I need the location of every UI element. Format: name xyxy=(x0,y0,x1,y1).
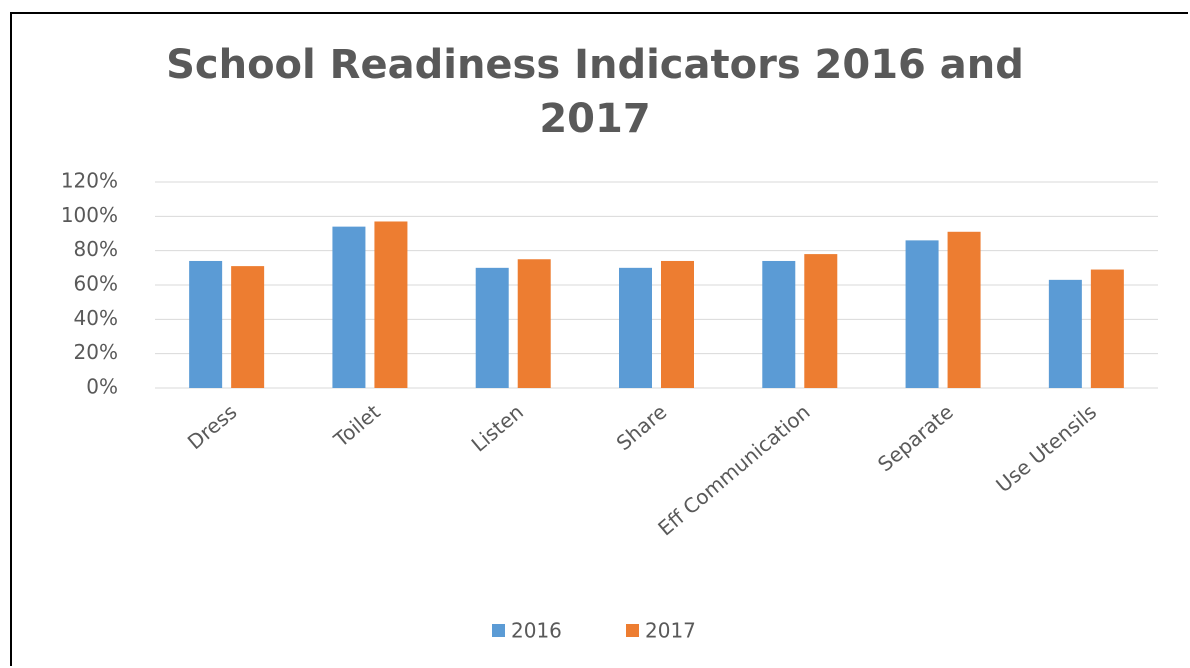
frame xyxy=(10,12,1188,666)
bar xyxy=(332,226,366,388)
y-tick-label: 60% xyxy=(74,272,118,296)
x-tick-label: Dress xyxy=(183,400,242,455)
y-tick-label: 100% xyxy=(61,203,118,227)
bar xyxy=(762,260,796,388)
y-tick-label: 80% xyxy=(74,237,118,261)
chart-title: School Readiness Indicators 2016 and 201… xyxy=(166,42,1024,142)
bar xyxy=(947,231,981,388)
bar xyxy=(1048,279,1082,388)
y-tick-label: 20% xyxy=(74,340,118,364)
y-tick-label: 40% xyxy=(74,306,118,330)
bar xyxy=(189,260,223,388)
bar xyxy=(1090,269,1124,388)
x-tick-label: Use Utensils xyxy=(991,400,1101,498)
legend-swatch xyxy=(626,624,639,637)
bar xyxy=(475,267,509,388)
legend-label: 2016 xyxy=(511,619,562,643)
bar xyxy=(231,266,265,388)
legend-label: 2017 xyxy=(645,619,696,643)
x-tick-label: Eff Communication xyxy=(653,400,814,541)
x-tick-label: Toilet xyxy=(328,400,384,453)
bar xyxy=(517,259,551,388)
bar xyxy=(661,260,694,388)
x-tick-label: Listen xyxy=(467,400,528,457)
x-tick-label: Separate xyxy=(873,400,958,477)
y-tick-label: 120% xyxy=(61,169,118,193)
bar xyxy=(905,240,939,388)
x-tick-label: Share xyxy=(612,400,672,455)
bar xyxy=(374,221,408,388)
y-tick-label: 0% xyxy=(86,375,118,399)
legend-swatch xyxy=(492,624,505,637)
bar xyxy=(619,267,652,388)
bar xyxy=(804,254,838,388)
